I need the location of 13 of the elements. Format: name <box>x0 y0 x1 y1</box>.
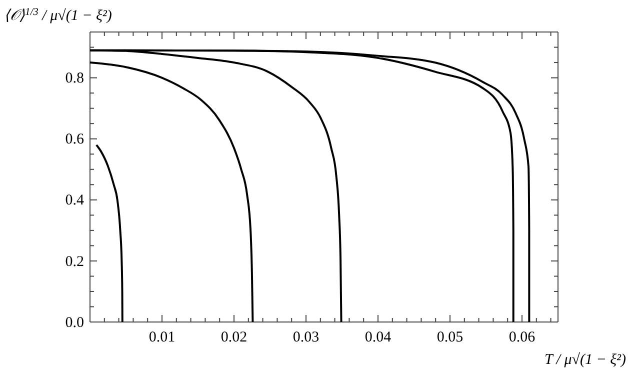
x-tick-label: 0.06 <box>508 330 536 346</box>
x-tick-label: 0.01 <box>148 330 176 346</box>
y-tick-label: 0.2 <box>65 254 84 270</box>
y-tick-label: 0.4 <box>65 192 84 209</box>
x-tick-label: 0.04 <box>364 330 392 346</box>
y-axis-title: ⟨𝒪⟩$^{1/3}$ / μ√(1 − ξ²) <box>4 6 112 24</box>
y-tick-label: 0.6 <box>65 132 84 148</box>
y-tick-label: 0.8 <box>65 70 84 87</box>
x-axis-title: T / μ√(1 − ξ²) <box>544 352 626 368</box>
x-tick-label: 0.05 <box>436 330 464 346</box>
y-tick-label: 0.0 <box>65 314 84 331</box>
x-tick-label: 0.02 <box>220 330 248 346</box>
x-tick-label: 0.03 <box>292 330 320 346</box>
